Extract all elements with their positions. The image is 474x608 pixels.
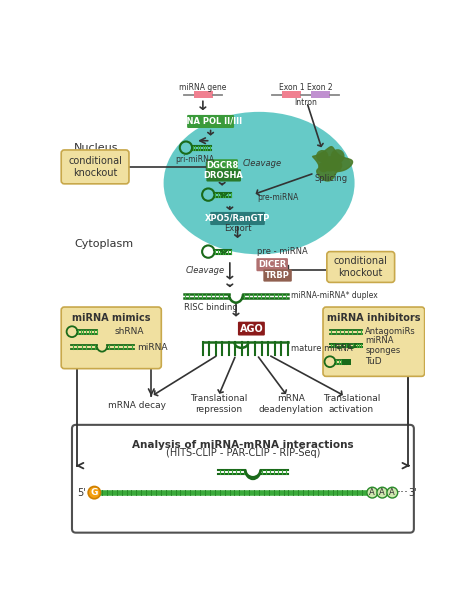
Circle shape [377,487,388,498]
Text: Export: Export [224,224,251,233]
Text: XPO5/RanGTP: XPO5/RanGTP [205,214,270,223]
Text: TuD: TuD [365,358,382,366]
FancyBboxPatch shape [206,159,238,171]
Text: miRNA-miRNA* duplex: miRNA-miRNA* duplex [292,291,378,300]
FancyBboxPatch shape [210,212,265,225]
Text: AGO: AGO [239,323,263,334]
Text: ···: ··· [396,486,408,499]
Circle shape [367,487,378,498]
Text: mature miRNA: mature miRNA [292,344,353,353]
Text: 3': 3' [408,488,417,497]
Polygon shape [313,147,353,181]
FancyBboxPatch shape [256,258,288,271]
Circle shape [88,486,100,499]
Text: DGCR8: DGCR8 [206,161,238,170]
Text: Exon 2: Exon 2 [307,83,333,92]
Text: miRNA
sponges: miRNA sponges [365,336,401,355]
FancyBboxPatch shape [264,269,292,282]
Text: Intron: Intron [295,98,318,107]
FancyBboxPatch shape [342,359,352,365]
FancyBboxPatch shape [327,252,395,282]
Text: G: G [91,488,98,497]
Text: pre - miRNA: pre - miRNA [257,247,308,256]
Text: Analysis of miRNA-mRNA interactions: Analysis of miRNA-mRNA interactions [132,440,354,450]
Text: Nucleus: Nucleus [74,143,119,153]
Text: pri-miRNA: pri-miRNA [176,156,215,165]
Circle shape [316,150,328,162]
FancyBboxPatch shape [72,425,414,533]
Text: DROSHA: DROSHA [204,171,244,180]
Text: conditional
knockout: conditional knockout [68,156,122,178]
Circle shape [387,487,398,498]
Text: miRNA mimics: miRNA mimics [72,313,151,323]
Text: Exon 1: Exon 1 [279,83,304,92]
Text: miRNA gene: miRNA gene [179,83,227,92]
Text: A: A [369,488,375,497]
Circle shape [330,159,342,171]
FancyBboxPatch shape [206,169,241,182]
Text: TRBP: TRBP [265,271,290,280]
Text: miRNA: miRNA [137,342,168,351]
Text: conditional
knockout: conditional knockout [334,256,388,278]
Text: 5': 5' [78,488,86,497]
Text: Translational
repression: Translational repression [190,395,247,414]
Text: miRNA inhibitors: miRNA inhibitors [327,313,420,323]
Circle shape [322,156,337,171]
FancyBboxPatch shape [194,91,213,98]
FancyBboxPatch shape [61,150,129,184]
FancyBboxPatch shape [323,307,425,376]
Text: DICER: DICER [258,260,286,269]
Text: Cleavage: Cleavage [185,266,224,275]
FancyBboxPatch shape [61,307,161,368]
Text: Cytoplasm: Cytoplasm [74,239,133,249]
Text: Cleavage: Cleavage [243,159,282,168]
Text: A: A [390,488,395,497]
Circle shape [331,149,345,163]
FancyBboxPatch shape [238,322,265,336]
Text: pre-miRNA: pre-miRNA [257,193,298,202]
Text: Splicing: Splicing [315,174,348,183]
Circle shape [319,162,329,172]
Text: Translational
activation: Translational activation [323,395,380,414]
Text: (HITS-CLIP - PAR-CLIP - RIP-Seq): (HITS-CLIP - PAR-CLIP - RIP-Seq) [166,448,320,458]
Text: RNA POL II/III: RNA POL II/III [180,117,242,126]
Text: mRNA
deadenylation: mRNA deadenylation [259,395,324,414]
FancyBboxPatch shape [310,91,330,98]
FancyBboxPatch shape [187,115,234,128]
Text: RISC binding: RISC binding [183,303,237,311]
Ellipse shape [164,112,355,254]
Text: mRNA decay: mRNA decay [109,401,166,410]
FancyBboxPatch shape [282,91,301,98]
Text: AntagomiRs: AntagomiRs [365,327,416,336]
Text: A: A [379,488,385,497]
Text: shRNA: shRNA [114,327,144,336]
